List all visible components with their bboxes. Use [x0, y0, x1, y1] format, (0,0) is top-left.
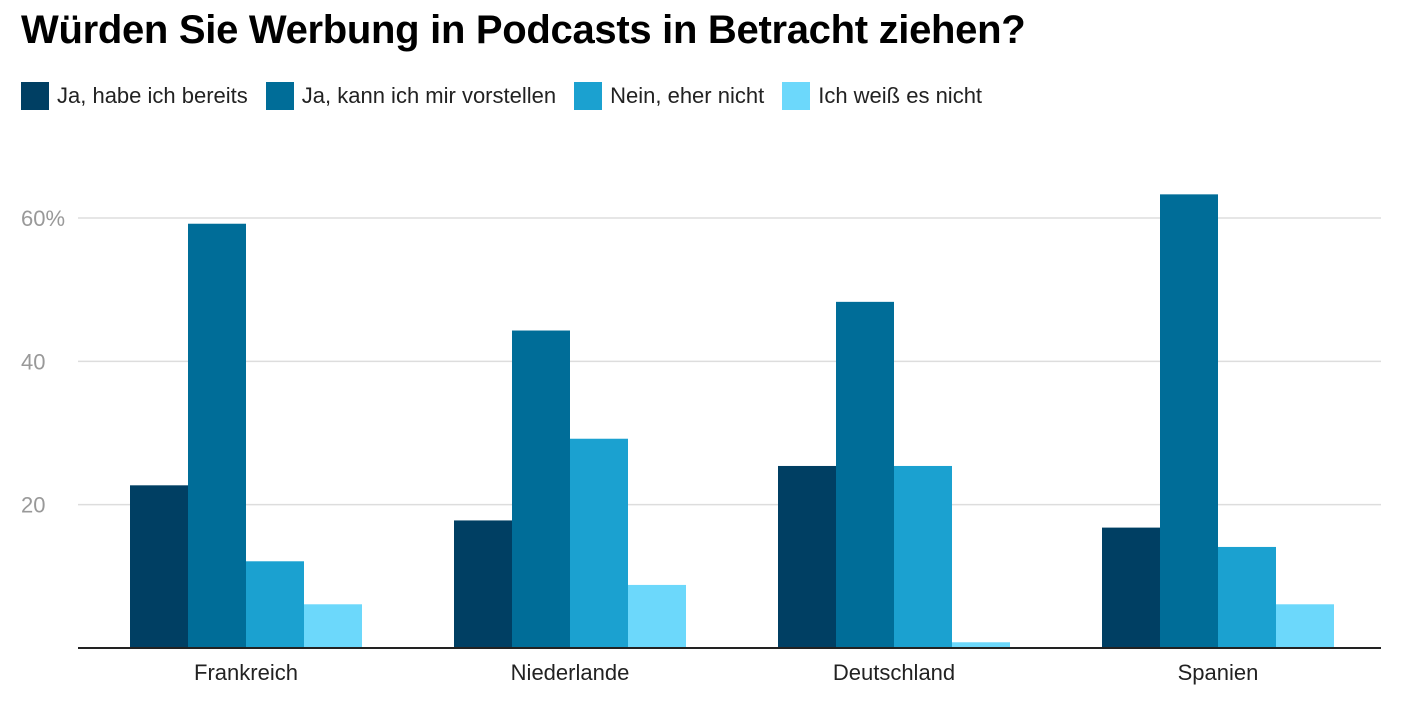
- legend-item-ich-weiss-es-nicht: Ich weiß es nicht: [782, 82, 982, 110]
- bar: [1160, 194, 1218, 648]
- x-tick-label: Spanien: [1178, 660, 1259, 685]
- bar: [778, 465, 836, 648]
- bar: [246, 561, 304, 648]
- bar: [454, 520, 512, 648]
- bar: [188, 223, 246, 648]
- legend-label: Nein, eher nicht: [610, 83, 765, 108]
- chart-legend: Ja, habe ich bereits Ja, kann ich mir vo…: [21, 81, 1000, 111]
- legend-swatch: [265, 82, 294, 110]
- x-tick-label: Deutschland: [833, 660, 955, 685]
- chart-title: Würden Sie Werbung in Podcasts in Betrac…: [21, 8, 1026, 52]
- legend-label: Ja, kann ich mir vorstellen: [301, 83, 557, 108]
- legend-label: Ich weiß es nicht: [818, 83, 983, 108]
- legend-swatch: [574, 82, 603, 110]
- legend-label: Ja, habe ich bereits: [57, 83, 248, 108]
- legend-swatch: [782, 82, 811, 110]
- bar: [894, 465, 952, 648]
- legend-item-ja-kann-ich-mir-vorstellen: Ja, kann ich mir vorstellen: [265, 82, 557, 110]
- legend-item-ja-habe-ich-bereits: Ja, habe ich bereits: [21, 82, 248, 110]
- bar: [1218, 546, 1276, 648]
- bar: [1102, 527, 1160, 648]
- bar: [628, 584, 686, 648]
- y-tick-label: 40: [21, 349, 45, 374]
- bar: [130, 485, 188, 648]
- legend-swatch: [21, 82, 49, 110]
- bar: [1276, 604, 1334, 648]
- bar: [836, 301, 894, 648]
- x-tick-label: Niederlande: [511, 660, 630, 685]
- bar: [512, 330, 570, 648]
- y-tick-label: 60%: [21, 206, 65, 231]
- bar: [304, 604, 362, 648]
- bar: [952, 642, 1010, 648]
- legend-item-nein-eher-nicht: Nein, eher nicht: [574, 82, 764, 110]
- y-tick-label: 20: [21, 493, 45, 518]
- bar: [570, 438, 628, 648]
- x-tick-label: Frankreich: [194, 660, 298, 685]
